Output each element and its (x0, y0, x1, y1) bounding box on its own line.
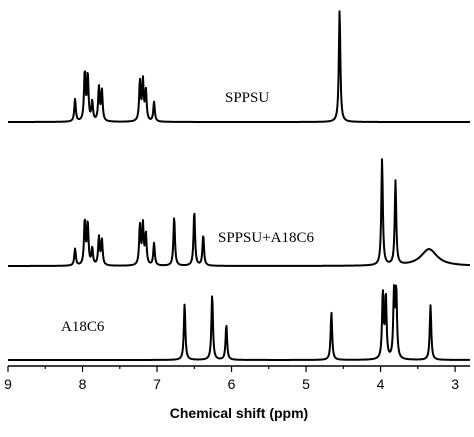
x-axis-ticks: 9 8 7 6 5 4 3 (4, 366, 459, 392)
series-labels: SPPSU SPPSU+A18C6 A18C6 (61, 90, 314, 335)
x-tick-label-4: 4 (377, 376, 385, 392)
x-axis-title: Chemical shift (ppm) (170, 405, 308, 421)
series-label-a18c6: A18C6 (61, 319, 105, 335)
x-tick-label-9: 9 (4, 376, 12, 392)
x-tick-label-7: 7 (153, 376, 161, 392)
series-label-sppsu-a18c6: SPPSU+A18C6 (218, 230, 314, 246)
x-tick-label-3: 3 (451, 376, 459, 392)
x-tick-label-5: 5 (302, 376, 310, 392)
trace-a18c6 (7, 284, 471, 361)
x-tick-label-6: 6 (228, 376, 236, 392)
spectra-traces (7, 10, 471, 361)
trace-sppsu (7, 10, 471, 123)
x-tick-label-8: 8 (79, 376, 87, 392)
trace-sppsu-a18c6 (7, 158, 471, 267)
series-label-sppsu: SPPSU (225, 90, 269, 106)
